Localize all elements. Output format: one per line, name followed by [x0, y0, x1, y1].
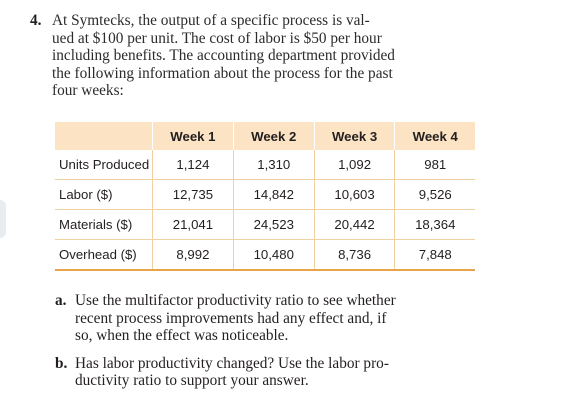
table-cell: 24,523 [232, 209, 315, 240]
table-cell: 1,124 [152, 150, 234, 180]
part-letter: a. [55, 292, 67, 309]
part-text: Use the multifactor productivity ratio t… [75, 292, 396, 344]
table-cell: 1,092 [313, 150, 395, 180]
row-label: Overhead ($) [55, 239, 153, 271]
header-week-1: Week 1 [152, 122, 234, 150]
weekly-data-table: Week 1 Week 2 Week 3 Week 4 Units Produc… [55, 122, 475, 271]
table-cell: 1,310 [232, 150, 315, 180]
row-label: Units Produced [55, 150, 153, 180]
process-data-table: Week 1 Week 2 Week 3 Week 4 Units Produc… [55, 122, 475, 271]
table-row-units-produced: Units Produced 1,124 1,310 1,092 981 [55, 150, 475, 180]
part-a: a. Use the multifactor productivity rati… [55, 292, 485, 345]
table-header-row: Week 1 Week 2 Week 3 Week 4 [55, 122, 475, 150]
table-cell: 18,364 [394, 209, 475, 240]
table-cell: 8,736 [313, 239, 395, 271]
table-row-materials: Materials ($) 21,041 24,523 20,442 18,36… [55, 209, 475, 240]
table-cell: 14,842 [232, 179, 315, 210]
problem-statement: At Symtecks, the output of a specific pr… [52, 12, 480, 100]
table-row-labor: Labor ($) 12,735 14,842 10,603 9,526 [55, 179, 475, 210]
table-cell: 8,992 [152, 239, 234, 271]
header-week-3: Week 3 [313, 122, 395, 150]
part-b: b. Has labor productivity changed? Use t… [55, 355, 485, 390]
question-parts: a. Use the multifactor productivity rati… [55, 292, 485, 400]
table-cell: 10,603 [313, 179, 395, 210]
header-blank [55, 122, 153, 150]
part-letter: b. [55, 354, 68, 372]
table-cell: 9,526 [394, 179, 475, 210]
problem-4: 4. At Symtecks, the output of a specific… [30, 12, 480, 100]
problem-number: 4. [30, 12, 42, 29]
row-label: Materials ($) [55, 209, 153, 240]
header-week-4: Week 4 [394, 122, 475, 150]
problem-statement-text: At Symtecks, the output of a specific pr… [52, 12, 395, 99]
row-label: Labor ($) [55, 179, 153, 210]
table-row-overhead: Overhead ($) 8,992 10,480 8,736 7,848 [55, 239, 475, 271]
table-cell: 21,041 [152, 209, 234, 240]
table-cell: 10,480 [232, 239, 315, 271]
table-cell: 12,735 [152, 179, 234, 210]
page-edge-mark [0, 200, 6, 238]
table-cell: 20,442 [313, 209, 395, 240]
part-text: Has labor productivity changed? Use the … [75, 354, 389, 390]
table-cell: 981 [394, 150, 475, 180]
table-cell: 7,848 [394, 239, 475, 271]
header-week-2: Week 2 [232, 122, 315, 150]
